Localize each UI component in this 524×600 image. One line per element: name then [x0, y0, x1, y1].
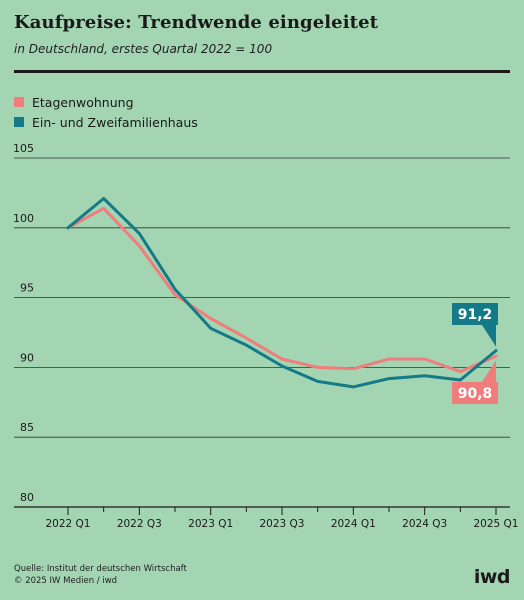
- x-tick-label-2: 2022 Q3: [117, 518, 162, 530]
- label-pointer-etagenwohnung: [482, 360, 496, 382]
- legend-swatch-haus: [14, 117, 24, 127]
- y-tick-label-90: 90: [20, 351, 34, 364]
- series-line-0: [66, 206, 498, 374]
- chart-title: Kaufpreise: Trendwende eingeleitet: [14, 12, 379, 33]
- value-label-haus: 91,2: [458, 307, 493, 323]
- copyright-note: © 2025 IW Medien / iwd: [14, 576, 118, 586]
- x-tick-label-0: 2022 Q1: [45, 518, 90, 530]
- chart-subtitle: in Deutschland, erstes Quartal 2022 = 10…: [14, 42, 273, 56]
- legend-item-haus: Ein- und Zweifamilienhaus: [14, 112, 198, 132]
- x-tick-label-12: 2025 Q1: [473, 518, 518, 530]
- legend-label-haus: Ein- und Zweifamilienhaus: [32, 114, 198, 130]
- legend-swatch-etagenwohnung: [14, 97, 24, 107]
- x-tick-label-8: 2024 Q1: [331, 518, 376, 530]
- series-line-1: [66, 197, 498, 389]
- source-note: Quelle: Institut der deutschen Wirtschaf…: [14, 564, 187, 574]
- value-label-box-haus: [452, 303, 498, 325]
- x-tick-label-4: 2023 Q1: [188, 518, 233, 530]
- value-label-etagenwohnung: 90,8: [458, 386, 493, 402]
- x-tick-label-10: 2024 Q3: [402, 518, 447, 530]
- value-label-box-etagenwohnung: [452, 382, 498, 404]
- footer: Quelle: Institut der deutschen Wirtschaf…: [14, 563, 187, 587]
- legend: Etagenwohnung Ein- und Zweifamilienhaus: [14, 92, 198, 132]
- y-tick-label-105: 105: [13, 142, 34, 155]
- legend-item-etagenwohnung: Etagenwohnung: [14, 92, 198, 112]
- title-divider: [14, 70, 510, 73]
- y-tick-label-95: 95: [20, 282, 34, 295]
- iwd-logo: iwd: [473, 566, 511, 588]
- x-tick-label-6: 2023 Q3: [259, 518, 304, 530]
- y-tick-label-80: 80: [20, 491, 34, 504]
- legend-label-etagenwohnung: Etagenwohnung: [32, 94, 134, 110]
- y-tick-label-100: 100: [13, 212, 34, 225]
- label-pointer-haus: [482, 325, 496, 347]
- y-tick-label-85: 85: [20, 421, 34, 434]
